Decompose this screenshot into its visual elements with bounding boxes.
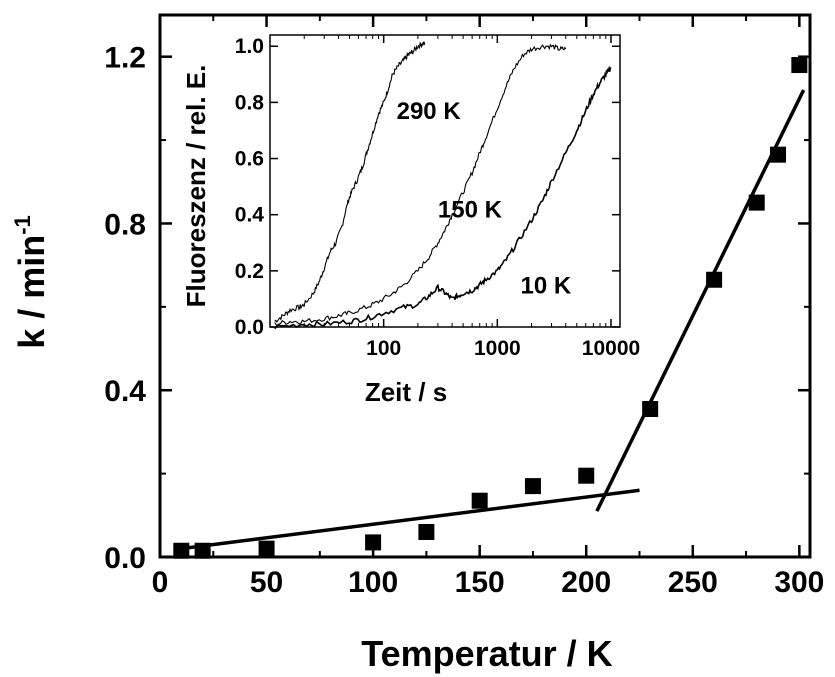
inset-series-lines	[274, 41, 612, 330]
main-y-axis-title: k / min-1	[10, 215, 52, 349]
inset-series-label: 290 K	[397, 98, 462, 125]
inset-y-tick-label: 0.0	[235, 316, 264, 339]
main-y-axis-title-base: k / min	[11, 235, 52, 349]
main-y-tick-label: 0.0	[104, 542, 146, 575]
main-x-tick-label: 300	[774, 566, 824, 599]
main-data-point	[524, 478, 541, 495]
inset-y-axis-title: Fluoreszenz / rel. E.	[181, 65, 211, 308]
main-data-point	[258, 540, 275, 557]
inset-series-labels: 290 K 150 K 10 K	[397, 98, 572, 299]
inset-x-axis-title: Zeit / s	[365, 377, 447, 407]
main-x-tick-label: 250	[668, 566, 718, 599]
inset-y-tick-label: 0.4	[235, 204, 265, 227]
main-y-tick-label: 1.2	[104, 42, 146, 75]
main-y-tick-label: 0.8	[104, 208, 146, 241]
main-fit-line	[595, 89, 806, 512]
main-data-point	[173, 542, 190, 559]
main-x-tick-label: 100	[348, 566, 398, 599]
main-data-point	[365, 534, 382, 551]
inset-series-line	[274, 41, 426, 323]
main-data-point	[418, 523, 435, 540]
inset-y-tick-label: 1.0	[235, 35, 264, 58]
main-data-point	[791, 57, 808, 74]
main-data-points	[173, 57, 808, 559]
inset-series-label: 10 K	[521, 272, 572, 299]
main-axis-ticks	[158, 15, 810, 559]
main-data-point	[578, 467, 595, 484]
inset-series-line	[274, 65, 612, 330]
main-data-point	[471, 492, 488, 509]
inset-series-line	[274, 43, 567, 327]
main-data-point	[642, 400, 659, 417]
main-x-tick-label: 0	[152, 566, 169, 599]
inset-axis-tick-labels: 100 1000 10000 0.0 0.2 0.4 0.6 0.8 1.0	[235, 35, 640, 360]
main-fit-lines	[181, 89, 806, 551]
inset-x-tick-label: 10000	[582, 337, 640, 360]
inset-x-tick-label: 1000	[474, 337, 521, 360]
main-fit-line	[181, 488, 640, 551]
main-y-axis-title-superscript: -1	[10, 215, 35, 235]
inset-series-label: 150 K	[438, 197, 503, 224]
main-data-point	[748, 194, 765, 211]
main-data-point	[706, 271, 723, 288]
main-data-point	[770, 146, 787, 163]
inset-y-tick-label: 0.2	[235, 260, 264, 283]
main-data-point	[194, 542, 211, 559]
main-axis-tick-labels: 0 50 100 150 200 250 300 0.0 0.4 0.8 1.2	[104, 42, 824, 599]
main-plot-frame	[158, 13, 812, 559]
inset-plot-frame	[269, 34, 621, 328]
main-x-tick-label: 150	[455, 566, 505, 599]
inset-y-tick-label: 0.6	[235, 148, 264, 171]
main-y-tick-label: 0.4	[104, 375, 146, 408]
inset-y-tick-label: 0.8	[235, 91, 265, 114]
inset-x-tick-label: 100	[366, 337, 401, 360]
main-x-tick-label: 50	[250, 566, 283, 599]
main-x-axis-title: Temperatur / K	[361, 633, 612, 674]
main-x-tick-label: 200	[561, 566, 611, 599]
